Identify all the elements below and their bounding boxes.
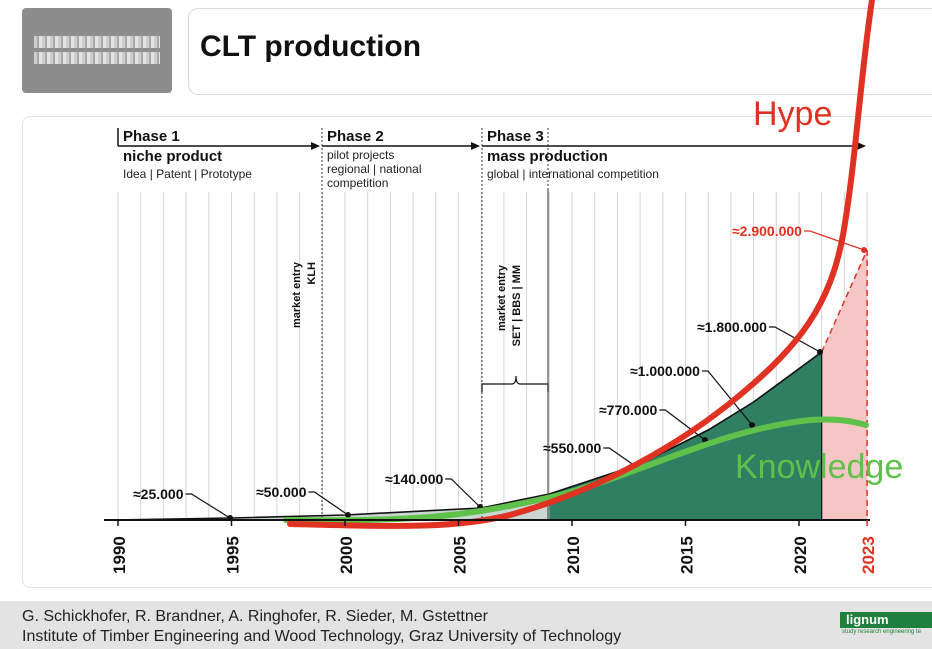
value-label: ≈140.000 <box>385 471 444 487</box>
logo-stripe <box>34 52 160 64</box>
phase-label: Phase 3 <box>487 128 544 145</box>
x-tick-label: 2015 <box>678 536 697 574</box>
value-label: ≈50.000 <box>256 484 307 500</box>
data-point <box>749 422 755 428</box>
lignum-logo-tagline: study research engineering te <box>842 629 922 635</box>
lignum-logo-name: lignum <box>840 612 932 628</box>
market-entry-text: market entry <box>496 264 508 331</box>
phase-description: pilot projects <box>327 148 394 162</box>
value-label: ≈770.000 <box>599 402 658 418</box>
value-label: ≈1.800.000 <box>697 319 767 335</box>
hype-label: Hype <box>753 95 832 133</box>
footer: G. Schickhofer, R. Brandner, A. Ringhofe… <box>0 601 932 649</box>
x-tick-label: 2010 <box>564 536 583 574</box>
x-tick-label: 1990 <box>110 536 129 574</box>
value-label: ≈25.000 <box>133 486 184 502</box>
slide-title: CLT production <box>200 30 422 63</box>
phase-arrow-head <box>471 142 480 150</box>
value-leader-line <box>803 230 865 251</box>
x-tick-label: 2000 <box>337 536 356 574</box>
phase-description: Idea | Patent | Prototype <box>123 167 252 181</box>
phase-description: competition <box>327 176 388 190</box>
title-box <box>188 8 932 95</box>
phase-description: global | international competition <box>487 167 659 181</box>
footer-institute: Institute of Timber Engineering and Wood… <box>22 628 622 645</box>
logo-stripe <box>34 36 160 48</box>
forecast-area <box>821 250 868 520</box>
forecast-line <box>821 249 868 353</box>
logo-tile <box>22 8 172 93</box>
data-point <box>817 349 823 355</box>
hype-curve <box>287 0 875 530</box>
value-leader-line <box>185 493 231 519</box>
value-leader-line <box>445 478 481 508</box>
lignum-logo: lignum study research engineering te <box>840 612 932 638</box>
value-leader-line <box>701 370 753 426</box>
x-tick-label: 2023 <box>859 536 878 574</box>
phase-arrow-head <box>311 142 320 150</box>
footer-authors: G. Schickhofer, R. Brandner, A. Ringhofe… <box>22 608 488 625</box>
value-label: ≈2.900.000 <box>732 223 802 239</box>
phase-title: mass production <box>487 148 608 165</box>
value-label: ≈1.000.000 <box>630 363 700 379</box>
knowledge-label: Knowledge <box>735 448 903 486</box>
production-line <box>117 351 823 521</box>
value-leader-line <box>308 491 349 516</box>
market-entry-brace <box>481 375 549 392</box>
value-leader-line <box>603 447 639 469</box>
value-label: ≈550.000 <box>543 440 602 456</box>
x-tick-label: 2020 <box>791 536 810 574</box>
phase-label: Phase 1 <box>123 128 180 145</box>
phase-title: niche product <box>123 148 222 165</box>
phase-arrow-head <box>857 142 866 150</box>
x-tick-label: 2005 <box>451 536 470 574</box>
market-entry-text: market entry <box>291 261 303 328</box>
phase-description: regional | national <box>327 162 422 176</box>
market-entry-text: KLH <box>306 262 318 285</box>
phase-label: Phase 2 <box>327 128 384 145</box>
x-tick-label: 1995 <box>224 536 243 574</box>
data-point <box>861 247 867 253</box>
value-leader-line <box>768 326 821 353</box>
data-point <box>345 512 351 518</box>
market-entry-text: SET | BBS | MM <box>511 265 523 346</box>
